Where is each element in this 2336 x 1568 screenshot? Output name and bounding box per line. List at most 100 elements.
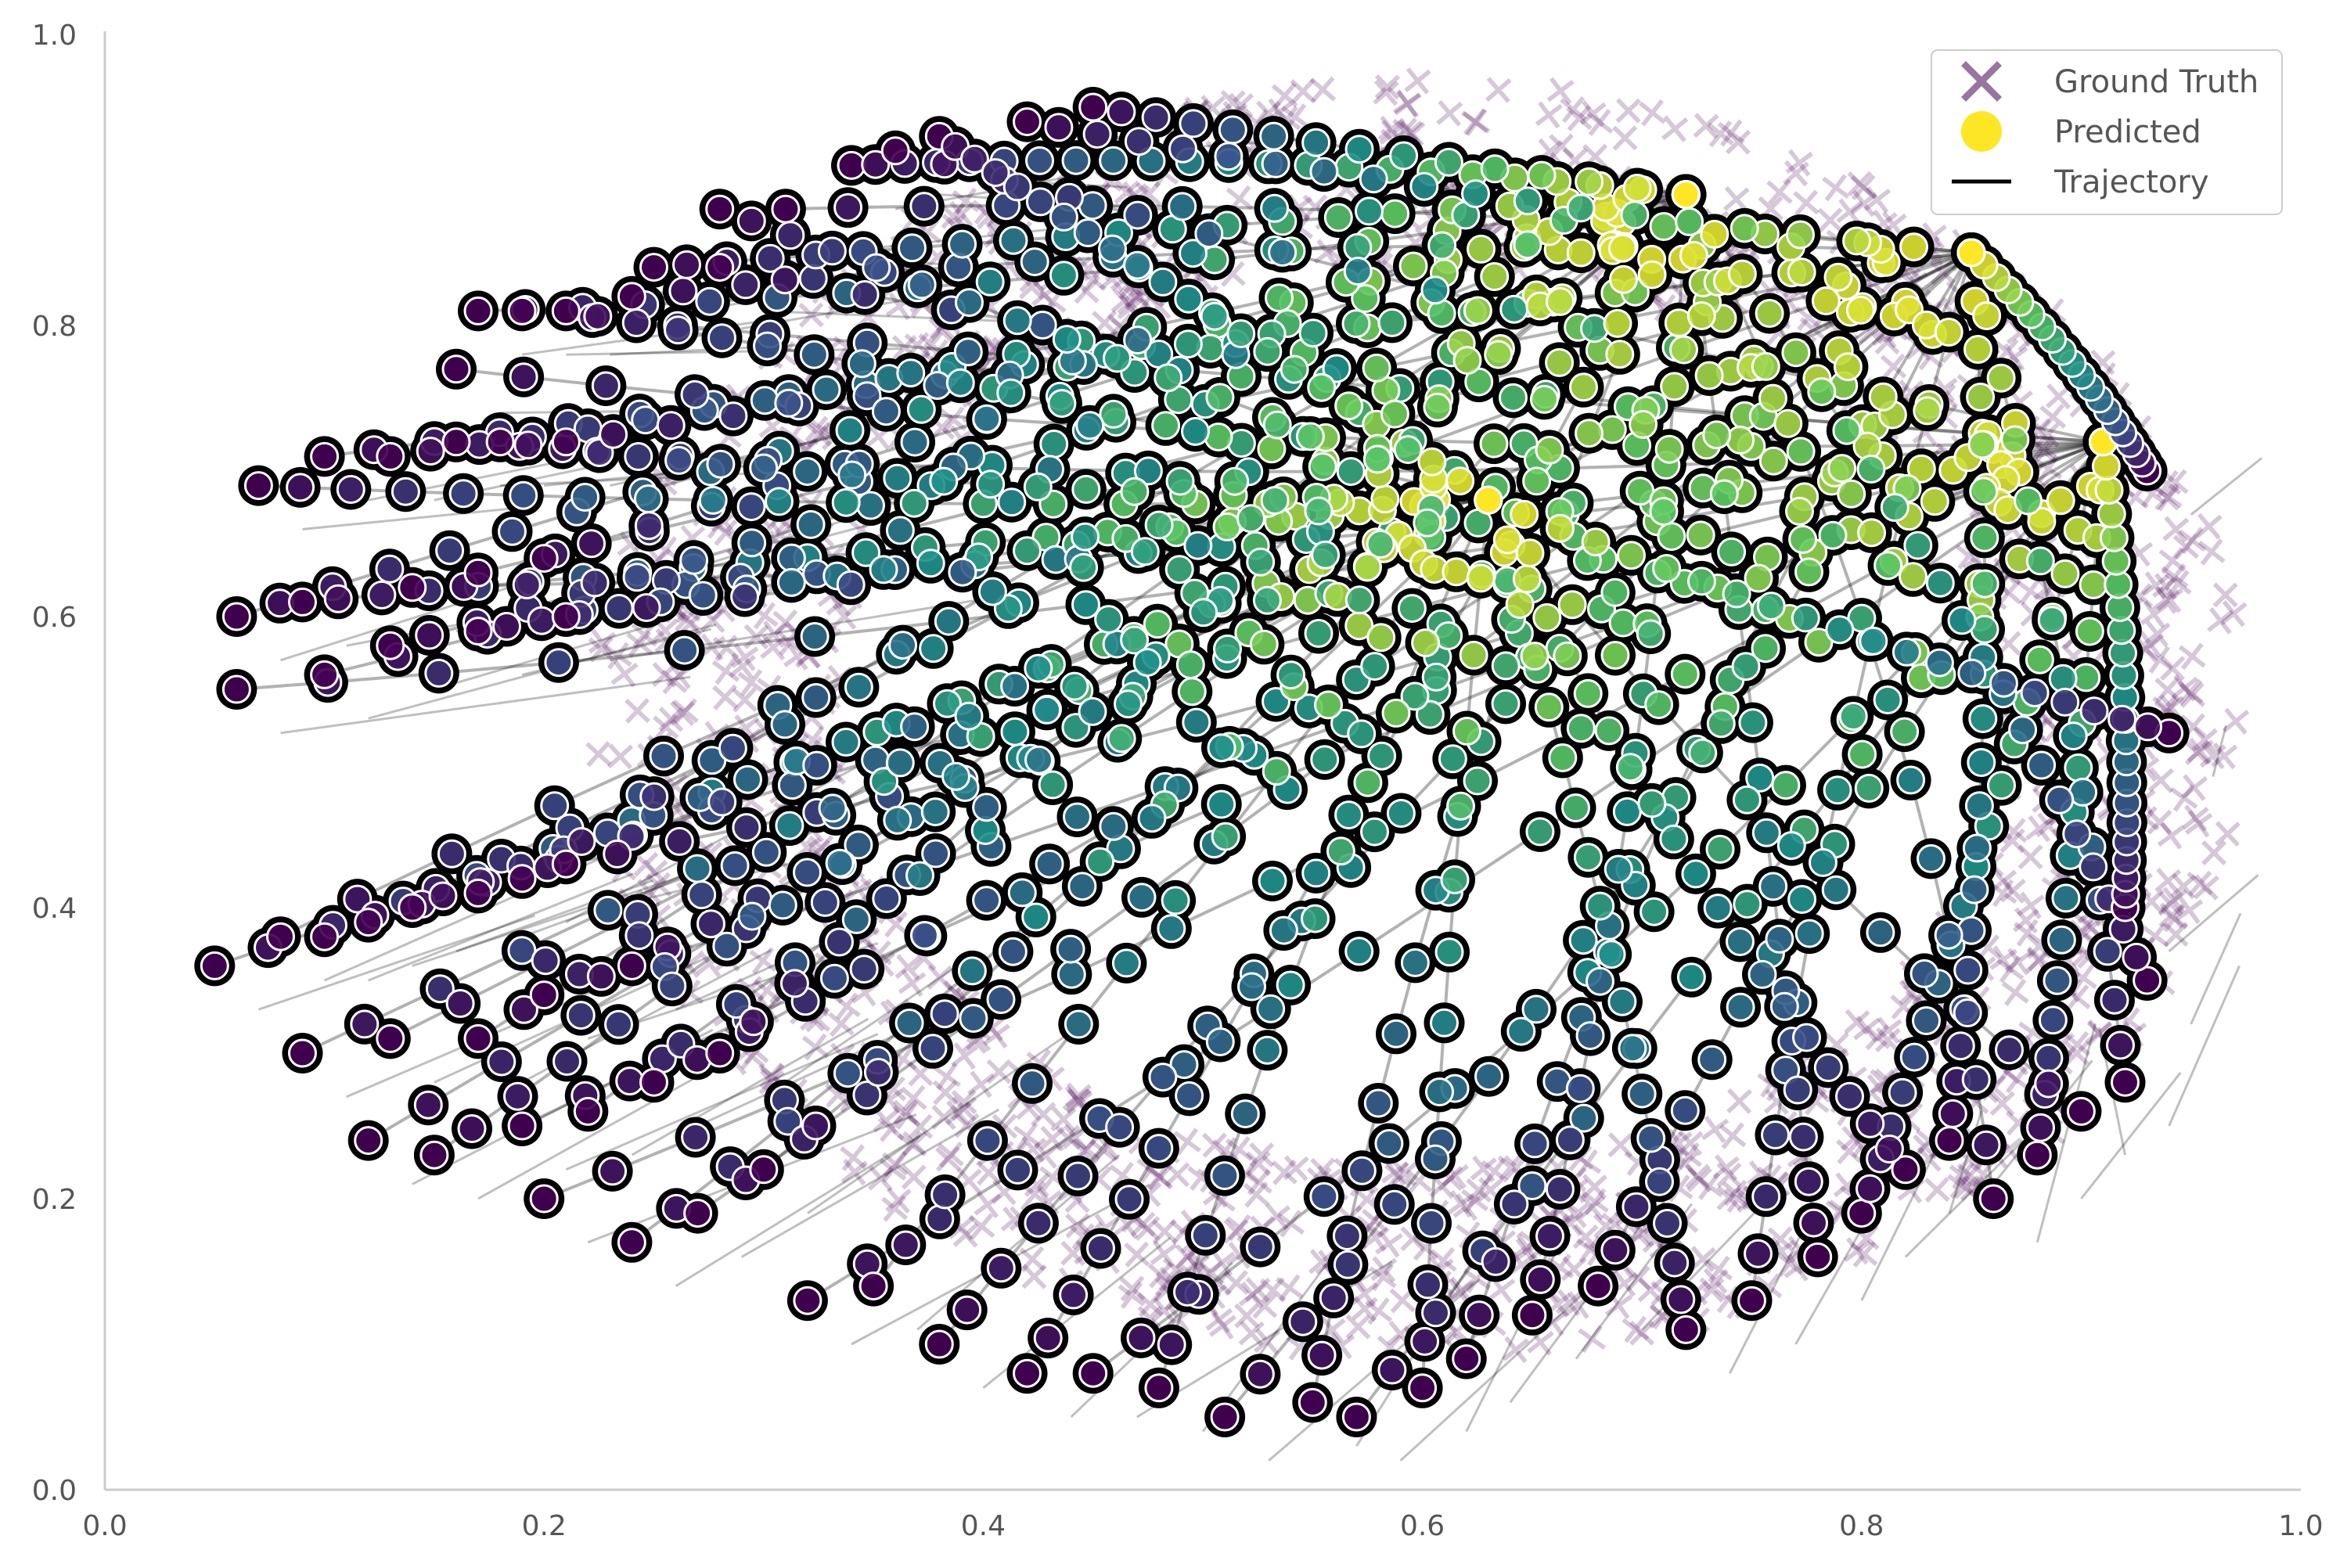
ground-truth-point xyxy=(1021,1264,1047,1289)
ground-truth-x-marker xyxy=(927,964,953,991)
predicted-point xyxy=(679,545,709,575)
ground-truth-x-marker xyxy=(2017,891,2045,919)
ground-truth-x-marker xyxy=(1362,1224,1390,1252)
ground-truth-x-marker xyxy=(967,1070,995,1099)
predicted-point xyxy=(1002,172,1032,202)
ground-truth-point xyxy=(642,859,668,885)
ground-truth-point xyxy=(801,1033,830,1061)
ground-truth-x-marker xyxy=(1698,1277,1725,1303)
ground-truth-x-marker xyxy=(840,1158,868,1186)
predicted-point xyxy=(1322,354,1352,383)
predicted-point xyxy=(1052,325,1082,354)
predicted-point xyxy=(1073,218,1103,247)
predicted-point xyxy=(1179,239,1208,268)
predicted-point xyxy=(1649,212,1679,241)
predicted-point xyxy=(583,301,613,331)
ground-truth-x-marker xyxy=(1817,207,1843,233)
ground-truth-x-marker xyxy=(1019,1246,1046,1273)
ground-truth-point xyxy=(1448,1276,1475,1304)
predicted-point xyxy=(916,548,945,578)
ground-truth-point xyxy=(1222,1270,1250,1296)
predicted-point xyxy=(705,194,735,224)
ground-truth-point xyxy=(672,698,699,725)
ground-truth-point xyxy=(2178,527,2206,555)
ground-truth-x-marker xyxy=(1351,1280,1378,1307)
ground-truth-point xyxy=(729,653,756,680)
predicted-point xyxy=(869,555,898,584)
ground-truth-point xyxy=(607,743,634,770)
ground-truth-x-marker xyxy=(588,636,614,663)
ground-truth-x-marker xyxy=(2154,485,2180,511)
ground-truth-x-marker xyxy=(1164,1161,1190,1188)
predicted-point xyxy=(835,415,865,445)
ground-truth-x-marker xyxy=(2154,483,2183,512)
ground-truth-x-marker xyxy=(2013,907,2039,934)
predicted-point xyxy=(1445,466,1475,496)
ground-truth-x-marker xyxy=(930,1104,957,1131)
ground-truth-point xyxy=(1150,1240,1178,1268)
predicted-point xyxy=(632,593,661,622)
ground-truth-x-marker xyxy=(1947,1171,1975,1199)
ground-truth-point xyxy=(2163,922,2189,948)
ground-truth-point xyxy=(2158,547,2187,574)
ground-truth-x-marker xyxy=(1488,1275,1516,1304)
ground-truth-x-marker xyxy=(2187,870,2213,897)
ground-truth-point xyxy=(1392,89,1421,117)
ground-truth-x-marker xyxy=(2031,438,2058,466)
ground-truth-point xyxy=(897,1131,926,1159)
ground-truth-point xyxy=(2158,890,2183,917)
ground-truth-x-marker xyxy=(1695,1172,1723,1200)
ground-truth-x-marker xyxy=(2176,896,2204,924)
ground-truth-point xyxy=(892,1102,921,1130)
ground-truth-x-marker xyxy=(1462,108,1491,137)
ground-truth-x-marker xyxy=(1880,353,1907,380)
ground-truth-x-marker xyxy=(1374,74,1401,100)
ground-truth-point xyxy=(1055,1124,1082,1151)
predicted-point xyxy=(776,221,805,250)
ground-truth-point xyxy=(986,1059,1012,1084)
predicted-point xyxy=(718,401,748,431)
predicted-point xyxy=(1133,456,1163,486)
predicted-point xyxy=(1480,154,1510,184)
predicted-point xyxy=(1344,135,1374,164)
ground-truth-point xyxy=(1147,1164,1173,1191)
ground-truth-x-marker xyxy=(1078,266,1107,294)
ground-truth-x-marker xyxy=(1391,1160,1418,1187)
ground-truth-point xyxy=(1947,1171,1975,1199)
ground-truth-point xyxy=(1352,1295,1378,1322)
predicted-point xyxy=(509,480,538,510)
predicted-point xyxy=(737,528,767,558)
ground-truth-point xyxy=(2154,867,2182,894)
ground-truth-point xyxy=(1313,239,1341,267)
ground-truth-x-marker xyxy=(1234,1303,1260,1329)
ground-truth-point xyxy=(698,633,726,661)
ground-truth-x-marker xyxy=(1244,1277,1271,1303)
predicted-point xyxy=(907,270,937,300)
predicted-point xyxy=(730,582,760,611)
ground-truth-point xyxy=(1722,1179,1749,1207)
ground-truth-x-marker xyxy=(2152,573,2179,600)
predicted-point xyxy=(1257,434,1287,464)
ground-truth-x-marker xyxy=(873,1107,899,1135)
ground-truth-point xyxy=(1220,89,1246,116)
ground-truth-x-marker xyxy=(1843,1237,1871,1265)
predicted-point xyxy=(1194,219,1224,249)
predicted-point xyxy=(934,606,963,636)
ground-truth-point xyxy=(749,947,777,975)
predicted-point xyxy=(750,386,779,415)
ground-truth-point xyxy=(893,1099,919,1125)
ground-truth-x-marker xyxy=(1686,1167,1712,1193)
predicted-point xyxy=(1398,251,1428,281)
ground-truth-x-marker xyxy=(1032,1142,1060,1169)
ground-truth-point xyxy=(2211,742,2238,770)
trajectory-line xyxy=(740,1108,1000,1258)
ground-truth-x-marker xyxy=(901,1164,927,1190)
ground-truth-x-marker xyxy=(1064,1082,1092,1109)
ground-truth-x-marker xyxy=(1949,1162,1977,1190)
ground-truth-x-marker xyxy=(805,421,832,448)
ground-truth-point xyxy=(1013,1122,1042,1151)
ground-truth-x-marker xyxy=(1013,1122,1042,1151)
ground-truth-point xyxy=(660,667,688,695)
ground-truth-point xyxy=(610,660,639,688)
ground-truth-point xyxy=(1019,1246,1046,1273)
